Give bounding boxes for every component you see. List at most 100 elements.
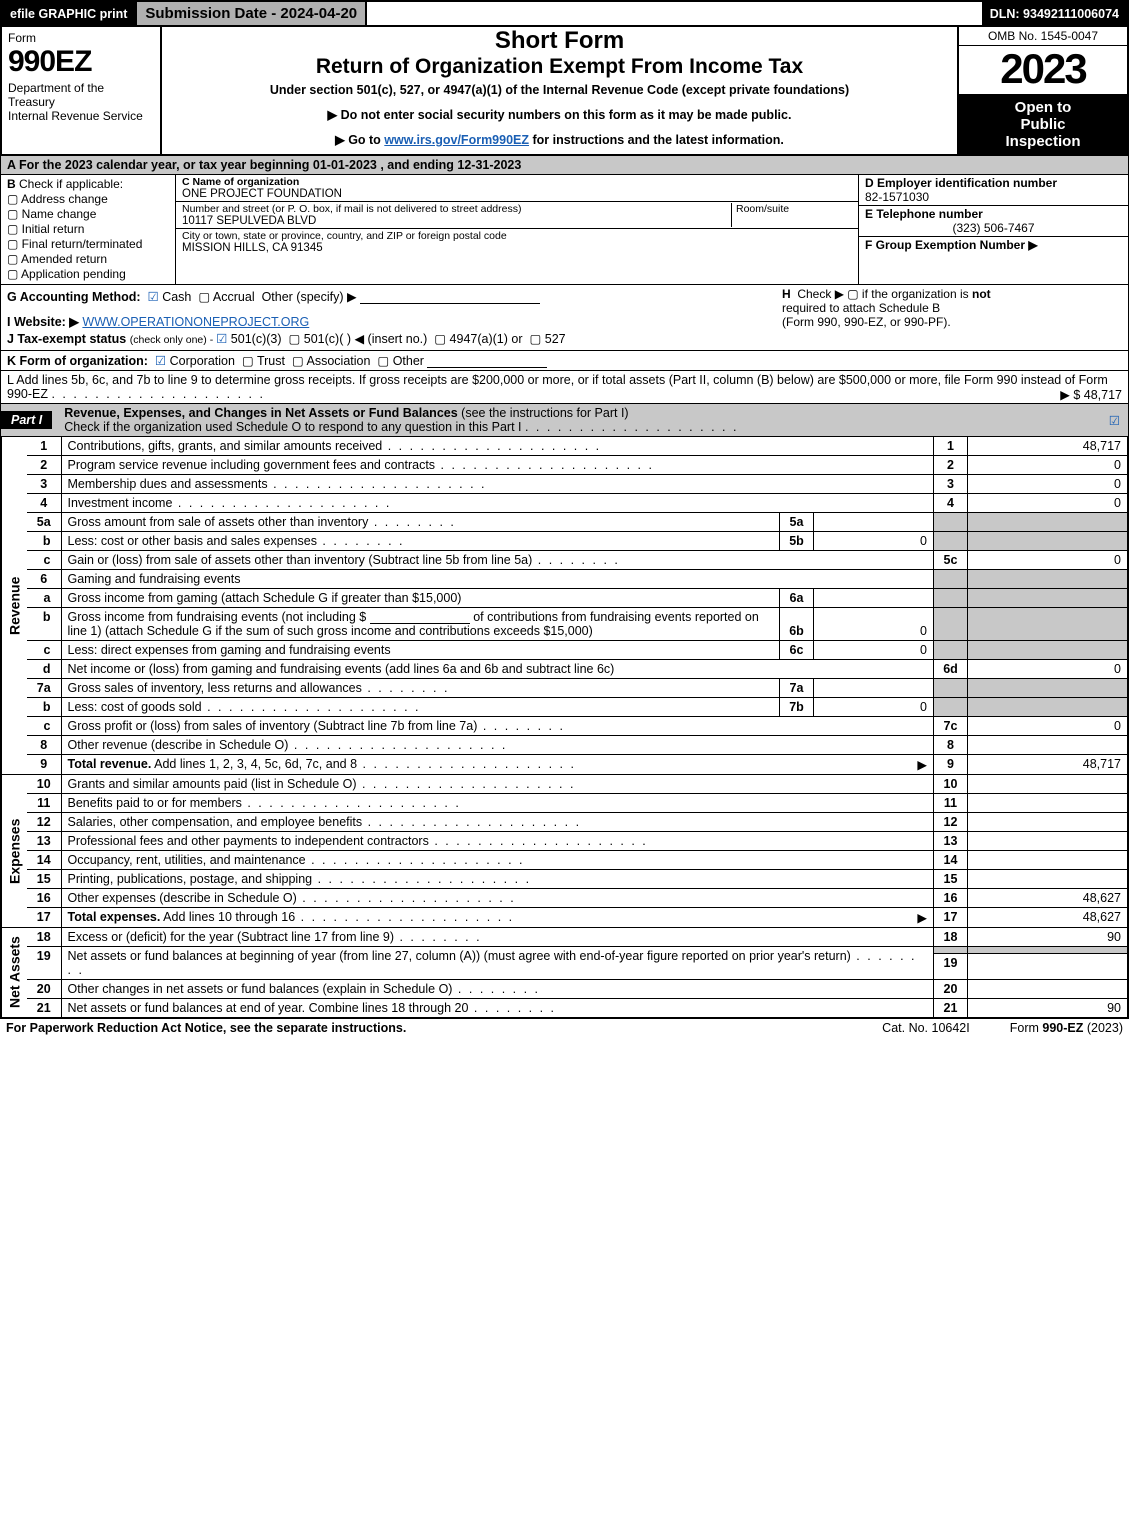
part-1-header: Part I Revenue, Expenses, and Changes in… <box>0 404 1129 437</box>
ln14-desc: Occupancy, rent, utilities, and maintena… <box>61 851 934 870</box>
ln20-rnum: 20 <box>934 980 968 999</box>
ln7c-desc: Gross profit or (loss) from sales of inv… <box>61 717 934 736</box>
ln5b-num: b <box>27 532 61 551</box>
chk-amended-return[interactable]: Amended return <box>7 252 169 266</box>
ln1-desc: Contributions, gifts, grants, and simila… <box>61 437 934 456</box>
submission-date: Submission Date - 2024-04-20 <box>137 2 367 25</box>
H-not: not <box>972 287 991 301</box>
chk-final-return[interactable]: Final return/terminated <box>7 237 169 251</box>
ln19-rshade <box>934 947 968 954</box>
ln6c-num: c <box>27 641 61 660</box>
ln9-rnum: 9 <box>934 755 968 775</box>
form-title: Return of Organization Exempt From Incom… <box>170 55 949 79</box>
ln8-desc: Other revenue (describe in Schedule O) <box>61 736 934 755</box>
department-label: Department of the Treasury Internal Reve… <box>8 81 154 123</box>
ln3-amt: 0 <box>968 475 1128 494</box>
chk-trust[interactable]: Trust <box>242 354 285 368</box>
L-dots <box>51 387 264 401</box>
D-label: D Employer identification number <box>865 176 1057 190</box>
ln6d-desc: Net income or (loss) from gaming and fun… <box>61 660 934 679</box>
phone-value: (323) 506-7467 <box>865 221 1122 235</box>
street-value: 10117 SEPULVEDA BLVD <box>182 215 727 227</box>
E-label: E Telephone number <box>865 207 983 221</box>
ln5a-rshade <box>934 513 968 532</box>
ln19-rnum: 19 <box>934 953 968 979</box>
open-to-public: Open to Public Inspection <box>959 95 1127 154</box>
ln21-amt: 90 <box>968 999 1128 1018</box>
note2-pre: Go to <box>348 133 384 147</box>
chk-501c3[interactable]: 501(c)(3) <box>216 332 281 346</box>
ln10-rnum: 10 <box>934 775 968 794</box>
ln13-amt <box>968 832 1128 851</box>
ln6-num: 6 <box>27 570 61 589</box>
ln7b-ashade <box>968 698 1128 717</box>
column-B: B Check if applicable: Address change Na… <box>1 175 176 284</box>
ln6b-pre: Gross income from fundraising events (no… <box>68 610 367 624</box>
K-other-blank[interactable] <box>427 354 547 368</box>
chk-address-change[interactable]: Address change <box>7 192 169 206</box>
chk-4947a1[interactable]: 4947(a)(1) or <box>434 332 522 346</box>
ln9-desc: Total revenue. Add lines 1, 2, 3, 4, 5c,… <box>61 755 934 775</box>
form-label: Form <box>8 31 154 45</box>
chk-501c-blank[interactable]: 501(c)( ) ◀ (insert no.) <box>288 332 427 346</box>
I-label: I Website: ▶ <box>7 315 79 329</box>
ln17-bold: Total expenses. <box>68 910 161 924</box>
ln5c-num: c <box>27 551 61 570</box>
ln20-num: 20 <box>27 980 61 999</box>
ln5a-mlab: 5a <box>780 513 814 532</box>
website-value[interactable]: WWW.OPERATIONONEPROJECT.ORG <box>82 315 309 329</box>
chk-association[interactable]: Association <box>292 354 371 368</box>
ln2-num: 2 <box>27 456 61 475</box>
chk-corporation[interactable]: Corporation <box>155 354 235 368</box>
ln17-num: 17 <box>27 908 61 928</box>
row-L: L Add lines 5b, 6c, and 7b to line 9 to … <box>0 371 1129 404</box>
revenue-table: 1 Contributions, gifts, grants, and simi… <box>27 437 1128 774</box>
ln6b-num: b <box>27 608 61 641</box>
ln7a-ashade <box>968 679 1128 698</box>
net-assets-section: Net Assets 18 Excess or (deficit) for th… <box>0 928 1129 1018</box>
ln9-num: 9 <box>27 755 61 775</box>
ln5c-rnum: 5c <box>934 551 968 570</box>
ln11-num: 11 <box>27 794 61 813</box>
ln12-amt <box>968 813 1128 832</box>
ln18-amt: 90 <box>968 928 1128 947</box>
efile-label[interactable]: efile GRAPHIC print <box>2 2 137 25</box>
ln3-rnum: 3 <box>934 475 968 494</box>
ln6c-desc: Less: direct expenses from gaming and fu… <box>61 641 780 660</box>
chk-application-pending[interactable]: Application pending <box>7 267 169 281</box>
expenses-table: 10 Grants and similar amounts paid (list… <box>27 775 1128 927</box>
ln7b-num: b <box>27 698 61 717</box>
ln7c-amt: 0 <box>968 717 1128 736</box>
chk-527[interactable]: 527 <box>529 332 565 346</box>
ln6c-rshade <box>934 641 968 660</box>
chk-cash[interactable]: Cash <box>148 290 192 304</box>
ln2-amt: 0 <box>968 456 1128 475</box>
chk-name-change[interactable]: Name change <box>7 207 169 221</box>
irs-link[interactable]: www.irs.gov/Form990EZ <box>384 133 529 147</box>
ein-cell: D Employer identification number 82-1571… <box>859 175 1128 206</box>
part-1-checkbox[interactable]: ☑ <box>1101 413 1128 428</box>
org-name: ONE PROJECT FOUNDATION <box>182 188 852 200</box>
ln19-ashade <box>968 947 1128 954</box>
chk-initial-return[interactable]: Initial return <box>7 222 169 236</box>
header-center: Short Form Return of Organization Exempt… <box>162 27 957 154</box>
J-pre: J Tax-exempt status <box>7 332 130 346</box>
ln21-rnum: 21 <box>934 999 968 1018</box>
top-bar: efile GRAPHIC print Submission Date - 20… <box>0 0 1129 27</box>
ln6b-desc: Gross income from fundraising events (no… <box>61 608 780 641</box>
ln5a-num: 5a <box>27 513 61 532</box>
column-DEF: D Employer identification number 82-1571… <box>858 175 1128 284</box>
H-text2: required to attach Schedule B <box>782 301 940 315</box>
ln13-num: 13 <box>27 832 61 851</box>
expenses-vlabel: Expenses <box>1 775 27 927</box>
H-label: H <box>782 287 791 301</box>
chk-other-org[interactable]: Other <box>377 354 424 368</box>
arrow-icon: ▶ <box>335 133 348 147</box>
ln12-desc: Salaries, other compensation, and employ… <box>61 813 934 832</box>
ln6b-blank[interactable] <box>370 610 470 624</box>
tax-year: 2023 <box>959 46 1127 95</box>
G-other-blank[interactable] <box>360 290 540 304</box>
ln12-rnum: 12 <box>934 813 968 832</box>
ln21-num: 21 <box>27 999 61 1018</box>
chk-accrual[interactable]: Accrual <box>198 290 254 304</box>
